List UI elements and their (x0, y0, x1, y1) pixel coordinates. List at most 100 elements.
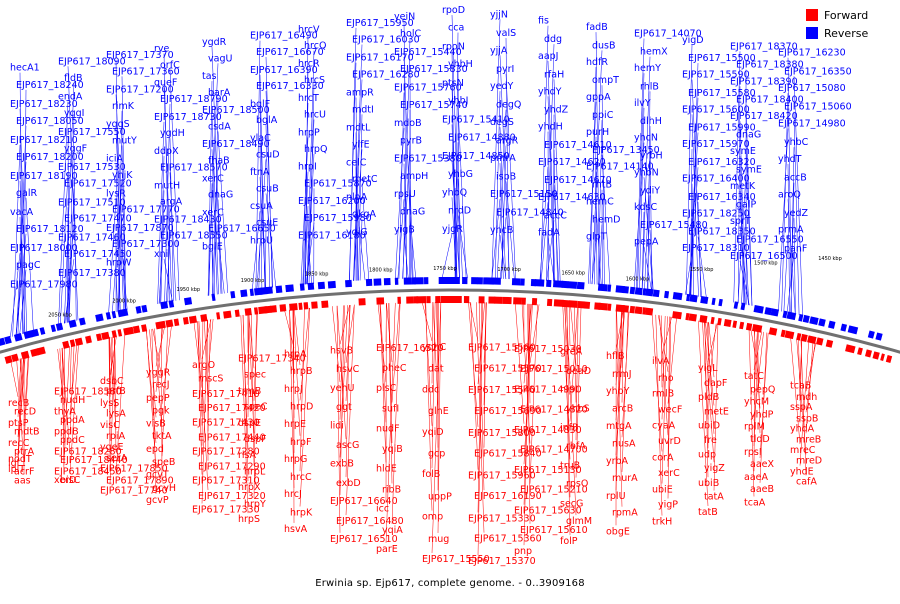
forward-feature (769, 327, 778, 335)
gene-label: bglF (250, 99, 270, 110)
gene-label: yhdA (790, 423, 815, 434)
gene-label: xerD (54, 475, 76, 486)
reverse-feature (285, 284, 294, 292)
forward-feature (455, 296, 461, 303)
reverse-feature (414, 277, 424, 284)
forward-feature (845, 344, 855, 353)
gene-label: yhbG (448, 169, 473, 180)
gene-label: pnp (514, 546, 532, 557)
gene-label: trkH (652, 517, 672, 528)
forward-feature (279, 304, 286, 312)
gene-label: fadB (586, 22, 608, 33)
gene-label: lysR (106, 188, 126, 199)
gene-label: pepA (634, 237, 659, 248)
gene-label: uvrD (658, 436, 681, 447)
gene-label: hldE (376, 464, 397, 475)
reverse-feature (868, 330, 875, 338)
gene-label: truB (560, 460, 580, 471)
gene-label: hemX (640, 47, 668, 58)
reverse-feature (250, 289, 254, 296)
gene-label: nudH (60, 395, 85, 406)
gene-label: galP (736, 200, 756, 211)
forward-feature (522, 298, 526, 305)
gene-label: hrcC (290, 472, 312, 483)
gene-label: ygdH (160, 128, 185, 139)
gene-label: yhbS (566, 403, 590, 414)
gene-label: mug (428, 534, 449, 545)
gene-label: nusA (612, 438, 636, 449)
gene-label: hemD (592, 215, 620, 226)
gene-label: tatC (744, 371, 764, 382)
gene-label: glmM (566, 516, 592, 527)
gene-label: fre (704, 435, 717, 446)
gene-label: aas (14, 475, 31, 486)
gene-label: holC (400, 28, 421, 39)
gene-label: cca (448, 23, 464, 34)
gene-label: yjjN (490, 9, 508, 20)
gene-label: accC (544, 210, 567, 221)
forward-feature (689, 313, 697, 321)
gene-label: yhcB (490, 225, 513, 236)
label-leader (644, 247, 651, 291)
reverse-strand-features (0, 277, 883, 346)
forward-feature (568, 300, 577, 308)
gene-label: tcaB (790, 380, 811, 391)
gene-label: corA (652, 452, 674, 463)
reverse-feature (230, 291, 235, 298)
gene-label: nrdD (448, 205, 471, 216)
gene-label: dlhH (640, 116, 662, 127)
reverse-feature (328, 281, 336, 289)
gene-label: EJP617_14980 (778, 119, 846, 130)
gene-label: yhdP (750, 409, 774, 420)
legend-label-forward: Forward (824, 9, 868, 22)
gene-label: mdoB (394, 118, 422, 129)
forward-feature (117, 329, 122, 337)
forward-feature (75, 338, 83, 346)
gene-label: hrcU (304, 110, 326, 121)
gene-label: ampH (400, 171, 428, 182)
gene-label: metC (352, 174, 378, 185)
forward-feature (245, 308, 252, 316)
scale-label: 1850 kbp (305, 271, 329, 277)
scale-label: 1550 kbp (690, 267, 714, 273)
gene-label: ylaC (250, 133, 271, 144)
gene-label: hsvC (336, 364, 360, 375)
gene-label: ftnA (250, 167, 270, 178)
gene-label: wecF (658, 405, 682, 416)
gene-label: yhbC (784, 137, 809, 148)
gene-label: bglA (256, 115, 278, 126)
gene-label: EJP617_16350 (784, 66, 852, 77)
gene-label: spec (244, 369, 266, 380)
forward-feature (598, 303, 608, 311)
reverse-feature (630, 287, 635, 294)
gene-label: rho (658, 373, 674, 384)
gene-label: arcB (612, 404, 633, 415)
forward-feature (85, 336, 92, 344)
forward-feature (141, 324, 147, 332)
forward-feature (200, 314, 207, 322)
forward-feature (732, 320, 737, 328)
forward-swatch (806, 9, 818, 21)
gene-label: yjgR (442, 224, 463, 235)
gene-label: glpT (586, 231, 607, 242)
gene-label: lplT (8, 464, 25, 475)
gene-label: pagC (16, 260, 41, 271)
gene-label: hrpK (290, 508, 313, 519)
reverse-feature (512, 278, 521, 285)
gene-label: csuA (250, 201, 273, 212)
forward-feature (801, 334, 808, 342)
reverse-feature (136, 306, 142, 314)
label-leader (484, 302, 486, 447)
forward-feature (96, 333, 102, 341)
reverse-feature (477, 277, 483, 284)
reverse-feature (404, 277, 412, 284)
forward-feature (857, 347, 863, 355)
reverse-feature (240, 289, 247, 297)
gene-label: gcp (428, 449, 445, 460)
reverse-feature (79, 317, 86, 325)
reverse-feature (673, 292, 683, 300)
gene-label: pheC (382, 363, 407, 374)
gene-label: infB (560, 422, 579, 433)
